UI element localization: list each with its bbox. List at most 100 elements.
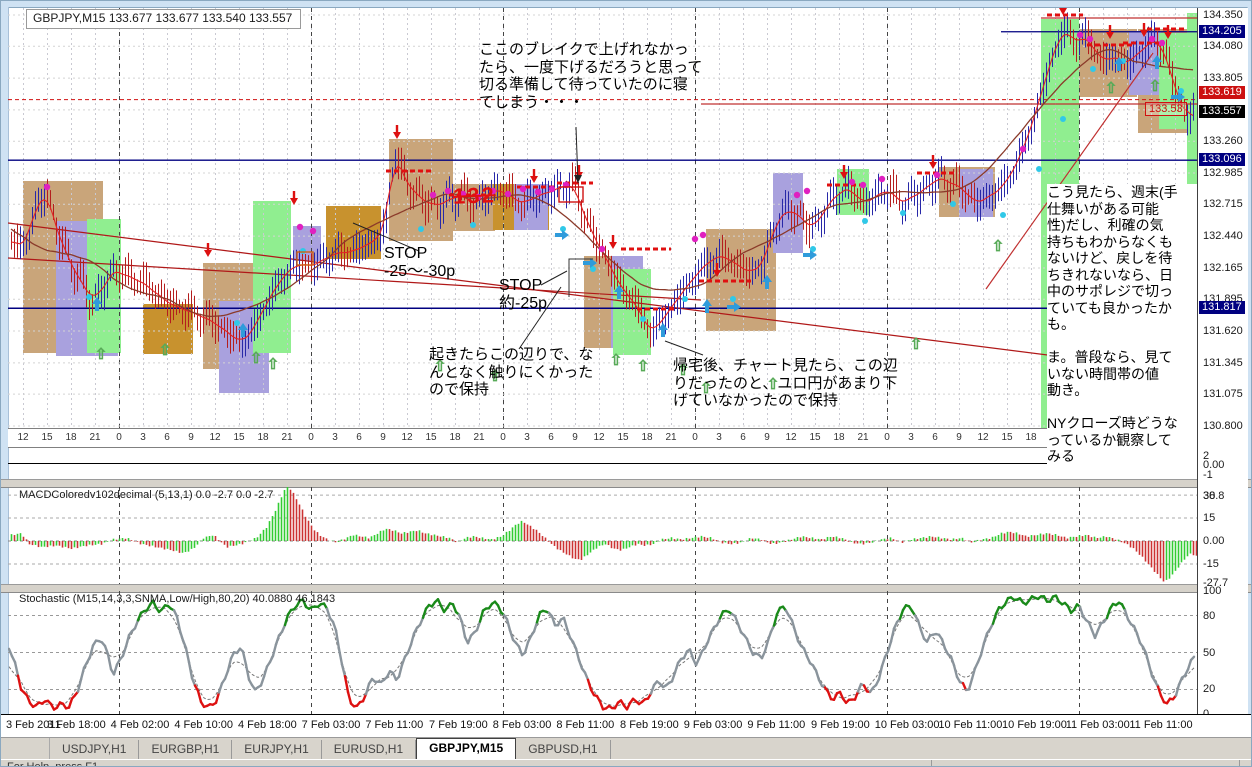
hour-tick-label: 3: [908, 432, 914, 443]
hour-tick-label: 12: [977, 432, 989, 443]
date-tick-label: 7 Feb 03:00: [301, 719, 361, 731]
hour-tick-label: 12: [17, 432, 29, 443]
price-axis-highlight: 133.619: [1199, 85, 1245, 99]
macd-title: MACDColoredv102decimal (5,13,1) 0.0 -2.7…: [19, 489, 274, 501]
date-tick-label: 9 Feb 19:00: [811, 719, 870, 731]
hour-tick-label: 6: [932, 432, 938, 443]
axis-tick-label: 30: [1203, 490, 1216, 502]
chart-tab-bar: USDJPY,H1 EURGBP,H1 EURJPY,H1 EURUSD,H1 GBPJ…: [1, 737, 1251, 760]
axis-tick-label: 132.165: [1203, 261, 1243, 274]
hour-tick-label: 0: [308, 432, 314, 443]
chart-tab-eurgbp-h1[interactable]: EURGBP,H1: [139, 740, 233, 760]
hour-tick-label: 9: [188, 432, 194, 443]
hour-tick-label: 15: [1001, 432, 1013, 443]
status-text: For Help, press F1: [7, 761, 99, 767]
macd-indicator-canvas[interactable]: [8, 487, 1197, 584]
status-divider: [1239, 760, 1240, 766]
hour-tick-label: 18: [65, 432, 77, 443]
hour-tick-label: 0: [884, 432, 890, 443]
svg-text:⇧: ⇧: [677, 362, 690, 379]
axis-tick-label: 15: [1203, 512, 1216, 525]
stochastic-indicator-canvas[interactable]: [8, 591, 1197, 714]
chart-tab-usdjpy-h1[interactable]: USDJPY,H1: [50, 740, 140, 760]
chart-tab-eurusd-h1[interactable]: EURUSD,H1: [322, 740, 417, 760]
svg-text:⇧: ⇧: [159, 342, 172, 359]
axis-tick-label: 2: [1203, 450, 1210, 462]
svg-text:⇧: ⇧: [637, 358, 650, 375]
date-tick-label: 7 Feb 19:00: [429, 719, 488, 731]
time-axis: 3 Feb 2011 3 Feb 18:00 4 Feb 02:00 4 Feb 10…: [1, 714, 1251, 737]
axis-tick-label: 100: [1203, 584, 1222, 597]
hour-tick-label: 3: [140, 432, 146, 443]
svg-text:⇧: ⇧: [767, 376, 780, 393]
tab-scroll-area[interactable]: [1, 738, 50, 760]
hour-tick-label: 9: [956, 432, 962, 443]
price-axis-highlight: 131.817: [1199, 301, 1245, 315]
hour-tick-label: 21: [281, 432, 293, 443]
axis-tick-label: 131.075: [1203, 388, 1243, 401]
hour-tick-label: 6: [548, 432, 554, 443]
axis-tick-label: 0.00: [1203, 459, 1225, 471]
window-splitter-1[interactable]: [1, 479, 1251, 488]
chart-price-tag: 133.53: [1145, 102, 1187, 116]
sub-indicator-strip[interactable]: [8, 447, 1197, 479]
date-tick-label: 8 Feb 03:00: [492, 719, 552, 731]
svg-text:⇧: ⇧: [95, 346, 108, 363]
hour-tick-label: 15: [41, 432, 53, 443]
svg-text:⇧: ⇧: [489, 368, 502, 385]
price-chart-canvas[interactable]: ⇧ ⇧ ⇧ ⇧ ⇧⇧⇧ ⇧ ⇧⇧ ⇧⇧⇧⇧ ⇧: [8, 8, 1197, 428]
hour-tick-label: 15: [233, 432, 245, 443]
date-tick-label: 3 Feb 2011: [6, 719, 61, 731]
hour-tick-label: 18: [449, 432, 461, 443]
axis-tick-label: -27.7: [1203, 577, 1229, 590]
hour-tick-label: 15: [809, 432, 821, 443]
axis-tick-label: 133.805: [1203, 72, 1243, 85]
axis-tick-label: 0.00: [1203, 535, 1225, 547]
window-frame-left: [1, 7, 9, 759]
svg-text:⇧: ⇧: [610, 352, 623, 369]
axis-tick-label: -1: [1203, 469, 1213, 481]
hour-tick-label: 0: [692, 432, 698, 443]
date-tick-label: 7 Feb 11:00: [365, 719, 424, 731]
date-tick-label: 8 Feb 19:00: [620, 719, 679, 731]
hour-tick-label: 0: [500, 432, 506, 443]
date-tick-label: 10 Feb 03:00: [874, 719, 940, 731]
hour-tick-label: 9: [572, 432, 578, 443]
svg-text:⇧: ⇧: [910, 336, 923, 353]
hour-tick-label: 18: [257, 432, 269, 443]
stochastic-title: Stochastic (M15,14,3,3,SNMA,Low/High,80,…: [19, 593, 336, 605]
date-tick-label: 10 Feb 19:00: [1002, 719, 1067, 731]
date-tick-label: 4 Feb 02:00: [110, 719, 170, 731]
svg-text:⇧: ⇧: [1149, 78, 1162, 95]
price-axis: 134.350 134.080 133.805 133.260 132.985 132.7…: [1197, 8, 1248, 737]
annotation-return-note: 帰宅後、チャート見たら、この辺 りだったのと、ユロ円があまり下 げていなかったの…: [673, 357, 898, 410]
axis-tick-label: 80: [1203, 609, 1216, 622]
annotation-red-number: 132: [452, 182, 497, 209]
axis-tick-label: 132.985: [1203, 167, 1243, 180]
hour-tick-label: 12: [209, 432, 221, 443]
axis-tick-label: 132.440: [1203, 230, 1243, 243]
hour-tick-label: 12: [593, 432, 605, 443]
annotation-right-note: こう見たら、週末(手 仕舞いがある可能 性)だし、利確の気 持ちもわからなくも …: [1047, 184, 1197, 465]
axis-tick-label: 133.260: [1203, 135, 1243, 148]
hour-tick-label: 3: [716, 432, 722, 443]
hour-tick-label: 18: [833, 432, 845, 443]
date-tick-label: 9 Feb 11:00: [747, 719, 806, 731]
price-axis-highlight: 134.205: [1199, 24, 1245, 38]
axis-tick-label: 20: [1203, 683, 1216, 696]
date-tick-label: 9 Feb 03:00: [683, 719, 743, 731]
window-frame-top: [1, 1, 1251, 8]
status-bar: For Help, press F1: [1, 759, 1251, 767]
chart-tab-eurjpy-h1[interactable]: EURJPY,H1: [232, 740, 322, 760]
hour-tick-label: 9: [380, 432, 386, 443]
price-axis-highlight: 133.096: [1199, 153, 1245, 167]
svg-text:⇧: ⇧: [267, 356, 280, 373]
axis-tick-label: -15: [1203, 557, 1219, 570]
price-axis-highlight: 133.557: [1199, 104, 1245, 118]
date-tick-label: 11 Feb 11:00: [1129, 719, 1193, 731]
hour-tick-label: 15: [617, 432, 629, 443]
chart-tab-gbpjpy-m15[interactable]: GBPJPY,M15: [416, 738, 517, 760]
svg-text:⇧: ⇧: [700, 380, 713, 397]
chart-tab-gbpusd-h1[interactable]: GBPUSD,H1: [516, 740, 611, 760]
window-splitter-2[interactable]: [1, 584, 1251, 593]
